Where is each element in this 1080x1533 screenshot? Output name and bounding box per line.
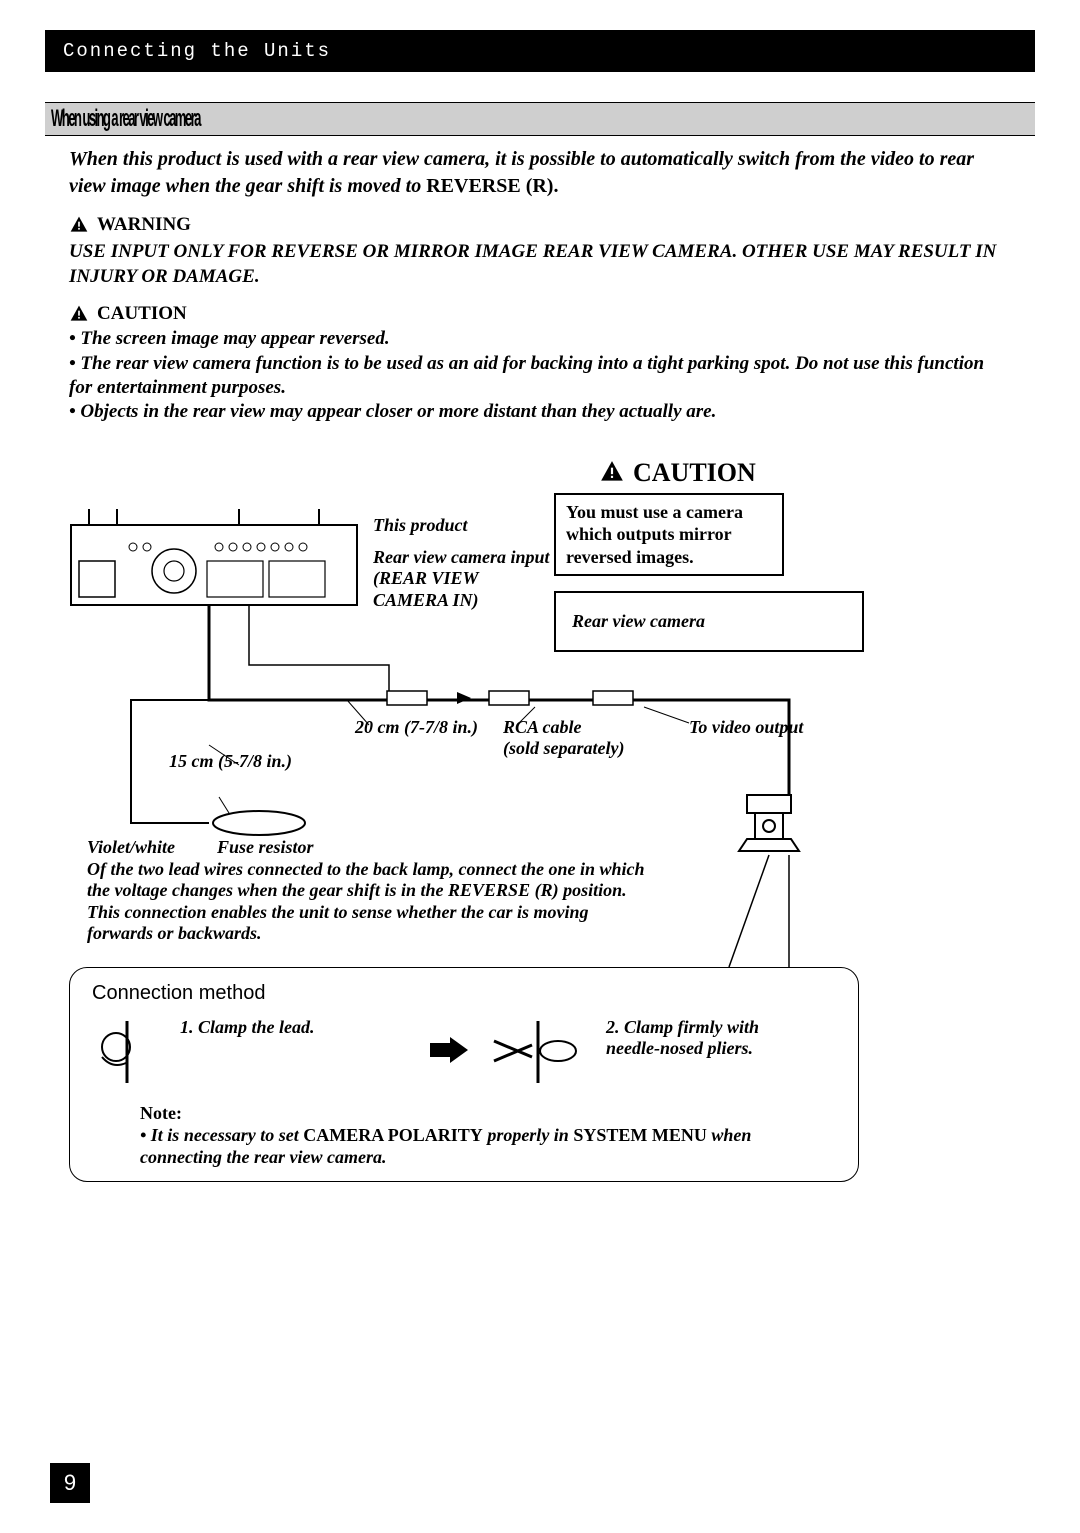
diagram-caution-label: CAUTION [633, 457, 756, 488]
note-label: Note: [140, 1103, 836, 1124]
warning-label: WARNING [97, 214, 191, 236]
clamp-illustration-2 [488, 1017, 588, 1087]
intro-bold-tail: REVERSE (R). [426, 175, 558, 197]
note-bold2: SYSTEM MENU [573, 1125, 707, 1145]
warning-row: WARNING [45, 214, 1035, 236]
label-15cm: 15 cm (5-7/8 in.) [169, 751, 292, 773]
label-rca-1: RCA cable [503, 717, 582, 737]
note-pre: • It is necessary to set [140, 1125, 303, 1145]
header-text: Connecting the Units [63, 40, 331, 62]
caution-label: CAUTION [97, 303, 187, 325]
label-violet: Violet/white [87, 837, 175, 859]
caution-row: CAUTION [45, 303, 1035, 325]
section-title: When using a rear view camera [51, 105, 200, 133]
intro-paragraph: When this product is used with a rear vi… [45, 146, 1035, 200]
label-rca: RCA cable (sold separately) [503, 717, 624, 760]
violet-body: Of the two lead wires connected to the b… [87, 859, 647, 945]
caution-icon [599, 459, 625, 485]
page-number: 9 [50, 1463, 90, 1503]
step2-text: 2. Clamp firmly with needle-nosed pliers… [606, 1017, 806, 1059]
caution-icon [69, 304, 89, 324]
warning-icon [69, 215, 89, 235]
label-rca-2: (sold separately) [503, 738, 624, 758]
note-body: • It is necessary to set CAMERA POLARITY… [140, 1124, 836, 1169]
connection-method-title: Connection method [92, 982, 836, 1005]
warning-body: USE INPUT ONLY FOR REVERSE OR MIRROR IMA… [45, 240, 1035, 289]
caution-list: • The screen image may appear reversed. … [45, 325, 1035, 424]
page-number-text: 9 [64, 1470, 76, 1496]
wiring-diagram: This product Rear view camera input (REA… [69, 485, 1011, 1315]
note-bold1: CAMERA POLARITY [303, 1125, 483, 1145]
connection-method-box: Connection method 1. Clamp the lead. 2. … [69, 967, 859, 1182]
label-fuse: Fuse resistor [217, 837, 314, 859]
step1-text: 1. Clamp the lead. [180, 1017, 410, 1038]
diagram-caution-header: CAUTION [599, 457, 756, 488]
arrow-right-icon [428, 1035, 470, 1065]
caution-bullet-1: • The screen image may appear reversed. [69, 327, 1011, 351]
caution-bullet-3: • Objects in the rear view may appear cl… [69, 400, 1011, 424]
section-heading-row: When using a rear view camera [45, 102, 1035, 136]
note-mid: properly in [483, 1125, 574, 1145]
label-20cm: 20 cm (7-7/8 in.) [355, 717, 478, 739]
label-video-out: To video output [689, 717, 803, 739]
clamp-illustration-1 [92, 1017, 162, 1087]
caution-bullet-2: • The rear view camera function is to be… [69, 352, 1011, 401]
header-band: Connecting the Units [45, 30, 1035, 72]
